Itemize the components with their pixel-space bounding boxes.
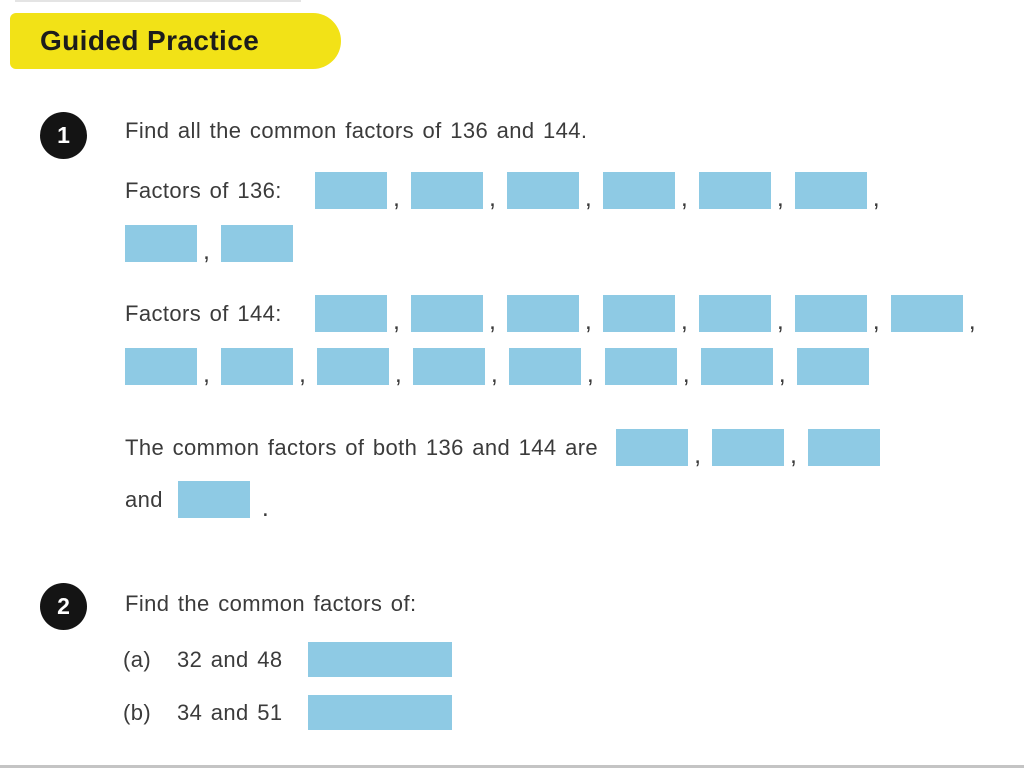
answer-blank[interactable]	[712, 429, 785, 466]
answer-blank[interactable]	[602, 172, 675, 209]
factors-144-blanks-row-1: ,,,,,,,	[315, 295, 987, 335]
factors-136-blanks-row-2: ,	[125, 225, 293, 265]
common-factors-sentence-line-2: and .	[125, 481, 269, 522]
answer-blank[interactable]	[807, 429, 880, 466]
question-1-number-badge: 1	[40, 112, 87, 159]
answer-blank[interactable]	[410, 295, 483, 332]
comma-separator: ,	[488, 307, 496, 335]
common-factors-sentence-line-1: The common factors of both 136 and 144 a…	[125, 429, 880, 469]
comma-separator: ,	[488, 184, 496, 212]
comma-separator: ,	[586, 360, 594, 388]
comma-separator: ,	[790, 441, 797, 469]
comma-separator: ,	[584, 184, 592, 212]
page-title: Guided Practice	[40, 25, 260, 56]
part-a-numbers: 32 and 48	[177, 646, 283, 672]
question-2-number-badge: 2	[40, 583, 87, 630]
common-factors-and-text: and	[125, 486, 163, 512]
answer-blank[interactable]	[316, 348, 389, 385]
comma-separator: ,	[393, 184, 400, 212]
comma-separator: ,	[872, 184, 880, 212]
comma-separator: ,	[680, 184, 688, 212]
factors-144-blanks-row-2: ,,,,,,,	[125, 348, 869, 388]
question-1-number: 1	[57, 122, 70, 148]
answer-blank[interactable]	[698, 295, 771, 332]
common-factors-last-blank	[177, 481, 250, 518]
answer-blank[interactable]	[220, 225, 293, 262]
factors-144-label: Factors of 144:	[125, 300, 282, 326]
factors-136-row-1: Factors of 136: ,,,,,,	[125, 172, 891, 212]
part-b-label: (b)	[123, 699, 152, 725]
factors-144-row-1: Factors of 144: ,,,,,,,	[125, 295, 987, 335]
comma-separator: ,	[680, 307, 688, 335]
factors-136-row-2: ,	[125, 225, 293, 265]
answer-blank[interactable]	[410, 172, 483, 209]
question-1-prompt: Find all the common factors of 136 and 1…	[125, 118, 588, 143]
comma-separator: ,	[778, 360, 786, 388]
comma-separator: ,	[298, 360, 306, 388]
comma-separator: ,	[776, 307, 784, 335]
factors-136-blanks-row-1: ,,,,,,	[315, 172, 891, 212]
comma-separator: ,	[584, 307, 592, 335]
answer-blank[interactable]	[125, 225, 197, 262]
answer-blank[interactable]	[604, 348, 677, 385]
part-b-numbers: 34 and 51	[177, 699, 283, 725]
question-2-part-b-row: (b) 34 and 51	[123, 695, 452, 730]
part-b-answer-blank[interactable]	[308, 695, 452, 730]
answer-blank[interactable]	[616, 429, 689, 466]
comma-separator: ,	[490, 360, 498, 388]
comma-separator: ,	[203, 237, 210, 265]
comma-separator: ,	[682, 360, 690, 388]
comma-separator: ,	[203, 360, 210, 388]
answer-blank[interactable]	[506, 295, 579, 332]
answer-blank[interactable]	[177, 481, 250, 518]
factors-136-label: Factors of 136:	[125, 177, 282, 203]
answer-blank[interactable]	[508, 348, 581, 385]
part-a-answer-blank[interactable]	[308, 642, 452, 677]
answer-blank[interactable]	[315, 172, 387, 209]
question-2-part-a-row: (a) 32 and 48	[123, 642, 452, 677]
answer-blank[interactable]	[700, 348, 773, 385]
comma-separator: ,	[394, 360, 402, 388]
sentence-period: .	[261, 494, 269, 522]
guided-practice-banner: Guided Practice	[10, 13, 341, 69]
answer-blank[interactable]	[602, 295, 675, 332]
answer-blank[interactable]	[698, 172, 771, 209]
comma-separator: ,	[694, 441, 702, 469]
question-2-number: 2	[57, 593, 70, 619]
bottom-border-line	[0, 765, 1024, 768]
answer-blank[interactable]	[796, 348, 869, 385]
answer-blank[interactable]	[315, 295, 387, 332]
answer-blank[interactable]	[890, 295, 963, 332]
comma-separator: ,	[393, 307, 400, 335]
factors-144-row-2: ,,,,,,,	[125, 348, 869, 388]
answer-blank[interactable]	[506, 172, 579, 209]
answer-blank[interactable]	[412, 348, 485, 385]
answer-blank[interactable]	[794, 172, 867, 209]
comma-separator: ,	[968, 307, 976, 335]
comma-separator: ,	[776, 184, 784, 212]
common-factors-lead-text: The common factors of both 136 and 144 a…	[125, 434, 599, 460]
top-divider-line	[15, 0, 301, 2]
answer-blank[interactable]	[220, 348, 293, 385]
comma-separator: ,	[872, 307, 880, 335]
answer-blank[interactable]	[794, 295, 867, 332]
answer-blank[interactable]	[125, 348, 197, 385]
common-factors-blanks: ,,	[616, 429, 880, 469]
part-a-label: (a)	[123, 646, 152, 672]
question-2-prompt: Find the common factors of:	[125, 591, 417, 616]
